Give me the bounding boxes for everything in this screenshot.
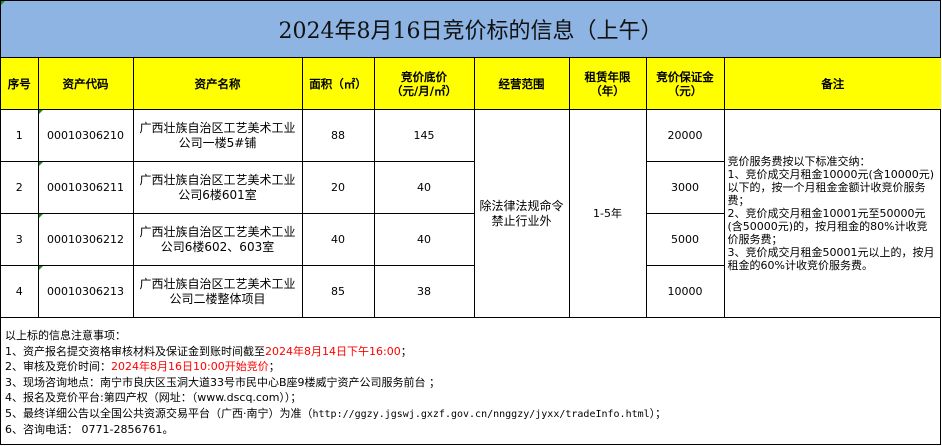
table-row: 1 00010306210 广西壮族自治区工艺美术工业公司一楼5#铺 88 14… (1, 109, 941, 318)
area: 88 (301, 109, 375, 162)
lease-term: 1-5年 (568, 109, 647, 318)
note-text: ； (268, 360, 280, 373)
area: 85 (301, 265, 375, 318)
table-row: 4 00010306213 广西壮族自治区工艺美术工业公司二楼整体项目 85 3… (1, 265, 941, 318)
header-price: 竞价底价 （元/月/㎡） (373, 58, 475, 110)
deposit: 3000 (645, 161, 725, 214)
base-price: 40 (373, 213, 475, 266)
base-price: 38 (373, 265, 475, 318)
platform-url: http://ggzy.jgswj.gxzf.gov.cn/nnggzy/jyx… (312, 408, 650, 420)
note-line-4: 4、报名及竞价平台:第四产权（网址：（www.dscq.com））； (5, 391, 302, 404)
row-no: 2 (1, 161, 39, 214)
deadline: 2024年8月14日下午16:00 (265, 344, 401, 358)
note-text: 2、审核及竞价时间： (5, 360, 111, 373)
header-deposit: 竞价保证金 （元） (645, 58, 725, 110)
header-scope: 经营范围 (473, 58, 570, 110)
remark: 竞价服务费按以下标准交纳： 1、竞价成交月租金10000元(含10000元)以下… (723, 109, 941, 318)
header-remark: 备注 (723, 58, 941, 110)
note-line-2: 2、审核及竞价时间：2024年8月16日10:00开始竞价； (5, 359, 936, 375)
area: 40 (301, 213, 375, 266)
notes-section: 以上标的信息注意事项： 1、资产报名提交资格审核材料及保证金到账时间截至2024… (1, 318, 940, 438)
asset-code: 00010306211 (37, 161, 134, 214)
asset-name: 广西壮族自治区工艺美术工业公司6楼602、603室 (132, 213, 303, 266)
base-price: 145 (373, 109, 475, 162)
note-line-3: 3、现场咨询地点：南宁市良庆区玉洞大道33号市民中心B座9楼威宁资产公司服务前台… (5, 375, 441, 389)
header-code: 资产代码 (37, 58, 134, 110)
page-title: 2024年8月16日竞价标的信息（上午） (1, 1, 940, 58)
base-price: 40 (373, 161, 475, 214)
note-line-5: 5、最终详细公告以全国公共资源交易平台（广西·南宁）为准（http://ggzy… (5, 406, 936, 423)
header-name: 资产名称 (132, 58, 303, 110)
row-no: 4 (1, 265, 39, 318)
asset-name: 广西壮族自治区工艺美术工业公司二楼整体项目 (132, 265, 303, 318)
asset-code: 00010306213 (37, 265, 134, 318)
header-no: 序号 (1, 58, 39, 110)
note-line-6: 6、咨询电话： 0771-2856761。 (5, 423, 174, 436)
bid-table: 序号 资产代码 资产名称 面积（㎡） 竞价底价 （元/月/㎡） 经营范围 租赁年… (1, 58, 941, 318)
deposit: 5000 (645, 213, 725, 266)
note-line-1: 1、资产报名提交资格审核材料及保证金到账时间截至2024年8月14日下午16:0… (5, 344, 936, 360)
note-text: ）； (649, 406, 667, 420)
notes-heading: 以上标的信息注意事项： (5, 329, 126, 342)
deposit: 10000 (645, 265, 725, 318)
header-area: 面积（㎡） (301, 58, 375, 110)
header-row: 序号 资产代码 资产名称 面积（㎡） 竞价底价 （元/月/㎡） 经营范围 租赁年… (1, 58, 941, 110)
area: 20 (301, 161, 375, 214)
note-text: 1、资产报名提交资格审核材料及保证金到账时间截至 (5, 344, 265, 358)
row-no: 3 (1, 213, 39, 266)
asset-code: 00010306210 (37, 109, 134, 162)
row-no: 1 (1, 109, 39, 162)
header-term: 租赁年限 （年） (568, 58, 647, 110)
asset-code: 00010306212 (37, 213, 134, 266)
note-text: 5、最终详细公告以全国公共资源交易平台（广西·南宁）为准（ (5, 406, 313, 420)
asset-name: 广西壮族自治区工艺美术工业公司6楼601室 (132, 161, 303, 214)
note-text: ； (400, 344, 412, 358)
deposit: 20000 (645, 109, 725, 162)
business-scope: 除法律法规命令禁止行业外 (473, 109, 570, 318)
auction-time: 2024年8月16日10:00开始竞价 (111, 360, 269, 373)
table-row: 3 00010306212 广西壮族自治区工艺美术工业公司6楼602、603室 … (1, 213, 941, 266)
asset-name: 广西壮族自治区工艺美术工业公司一楼5#铺 (132, 109, 303, 162)
